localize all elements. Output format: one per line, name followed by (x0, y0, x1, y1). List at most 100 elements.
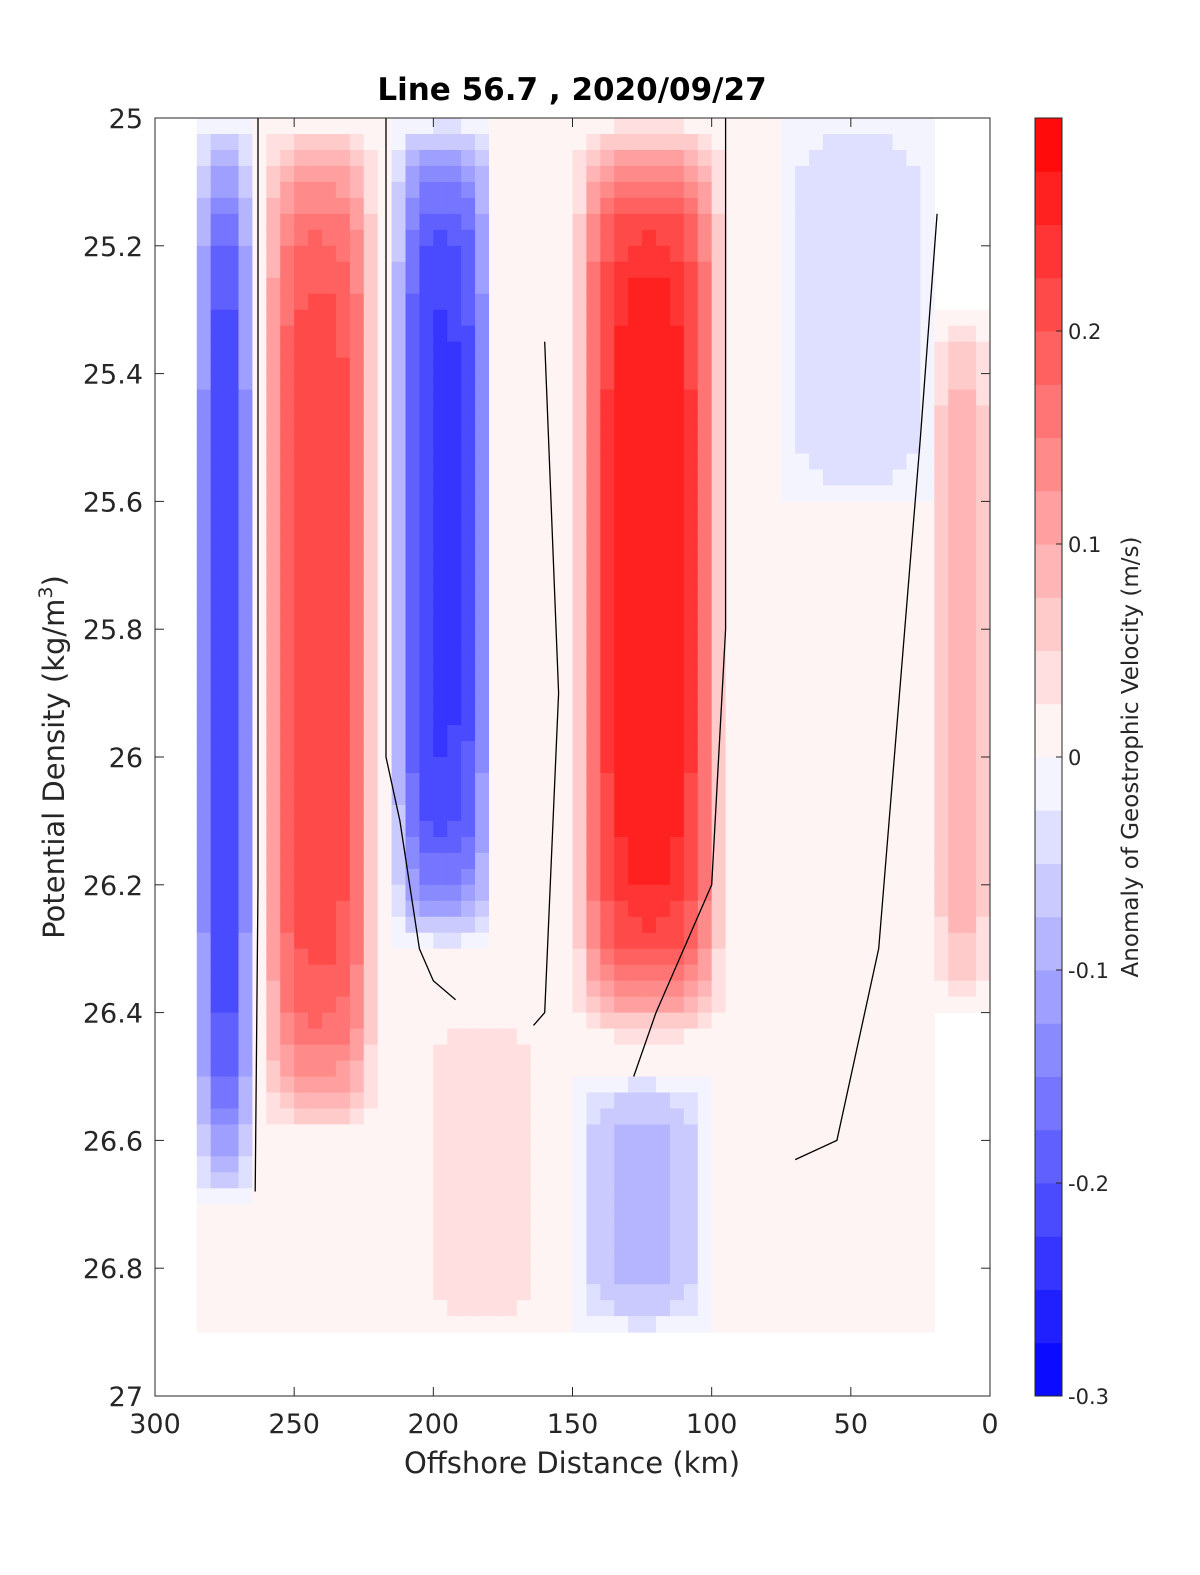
heatmap-cell (461, 852, 476, 870)
heatmap-cell (781, 118, 796, 135)
heatmap-cell (252, 900, 267, 918)
heatmap-cell (600, 1124, 615, 1141)
heatmap-cell (976, 645, 990, 662)
heatmap-cell (781, 788, 796, 806)
heatmap-cell (433, 996, 448, 1014)
heatmap-cell (725, 245, 741, 263)
heatmap-cell (739, 309, 755, 327)
heatmap-cell (906, 852, 922, 870)
heatmap-cell (628, 1044, 643, 1062)
heatmap-cell (572, 932, 588, 950)
heatmap-cell (335, 149, 351, 167)
heatmap-cell (308, 309, 323, 327)
heatmap-cell (266, 421, 281, 439)
heatmap-cell (419, 900, 434, 918)
heatmap-cell (572, 804, 588, 822)
heatmap-cell (489, 900, 504, 918)
heatmap-cell (391, 1204, 407, 1221)
heatmap-cell (377, 916, 393, 934)
heatmap-cell (836, 661, 852, 678)
heatmap-cell (850, 517, 866, 534)
heatmap-cell (892, 581, 908, 598)
heatmap-cell (419, 1124, 434, 1141)
heatmap-cell (823, 1300, 838, 1317)
heatmap-cell (934, 629, 949, 646)
heatmap-cell (475, 964, 490, 982)
heatmap-cell (335, 293, 351, 311)
heatmap-cell (878, 118, 894, 135)
heatmap-cell (920, 1044, 935, 1062)
heatmap-cell (391, 629, 407, 646)
heatmap-cell (266, 565, 281, 582)
heatmap-cell (572, 1252, 588, 1269)
heatmap-cell (308, 804, 323, 822)
heatmap-cell (475, 581, 490, 598)
heatmap-cell (447, 485, 462, 502)
heatmap-cell (600, 549, 615, 566)
heatmap-cell (600, 229, 615, 247)
heatmap-cell (266, 1236, 281, 1253)
heatmap-cell (461, 725, 476, 742)
heatmap-cell (920, 357, 935, 375)
heatmap-cell (878, 1236, 894, 1253)
heatmap-cell (252, 852, 267, 870)
heatmap-cell (600, 1060, 615, 1078)
heatmap-cell (544, 613, 560, 630)
heatmap-cell (419, 1076, 434, 1094)
heatmap-cell (266, 757, 281, 774)
colorbar-tick-label: 0.2 (1068, 320, 1101, 344)
heatmap-cell (823, 1188, 838, 1205)
heatmap-cell (238, 788, 254, 806)
heatmap-cell (461, 1316, 476, 1333)
heatmap-cell (823, 293, 838, 311)
heatmap-cell (739, 725, 755, 742)
heatmap-cell (363, 613, 379, 630)
heatmap-cell (238, 741, 254, 758)
heatmap-cell (976, 996, 990, 1014)
heatmap-cell (642, 980, 657, 998)
heatmap-cell (781, 421, 796, 439)
heatmap-cell (628, 757, 643, 774)
heatmap-cell (461, 741, 476, 758)
heatmap-cell (266, 437, 281, 455)
heatmap-cell (920, 309, 935, 327)
heatmap-cell (781, 1044, 796, 1062)
heatmap-cell (447, 149, 462, 167)
heatmap-cell (558, 757, 574, 774)
heatmap-cell (224, 341, 240, 359)
heatmap-cell (516, 629, 532, 646)
heatmap-cell (475, 1252, 490, 1269)
heatmap-cell (962, 820, 977, 838)
heatmap-cell (669, 357, 685, 375)
heatmap-cell (656, 725, 671, 742)
heatmap-cell (363, 725, 379, 742)
heatmap-cell (850, 1204, 866, 1221)
heatmap-cell (280, 533, 295, 550)
heatmap-cell (363, 1172, 379, 1189)
heatmap-cell (836, 741, 852, 758)
heatmap-cell (864, 852, 880, 870)
heatmap-cell (238, 725, 254, 742)
heatmap-cell (489, 597, 504, 614)
heatmap-cell (656, 964, 671, 982)
heatmap-cell (906, 613, 922, 630)
heatmap-cell (391, 1316, 407, 1333)
heatmap-cell (600, 133, 615, 151)
heatmap-cell (475, 229, 490, 247)
heatmap-cell (962, 469, 977, 487)
heatmap-cell (433, 852, 448, 870)
heatmap-cell (795, 405, 810, 423)
heatmap-cell (864, 565, 880, 582)
heatmap-cell (781, 373, 796, 391)
heatmap-cell (725, 133, 741, 151)
heatmap-cell (906, 293, 922, 311)
heatmap-cell (280, 229, 295, 247)
heatmap-cell (614, 1076, 629, 1094)
heatmap-cell (308, 357, 323, 375)
heatmap-cell (586, 165, 601, 183)
heatmap-cell (669, 149, 685, 167)
heatmap-cell (433, 1108, 448, 1126)
heatmap-cell (308, 549, 323, 566)
heatmap-cell (767, 996, 782, 1014)
heatmap-cell (224, 1060, 240, 1078)
